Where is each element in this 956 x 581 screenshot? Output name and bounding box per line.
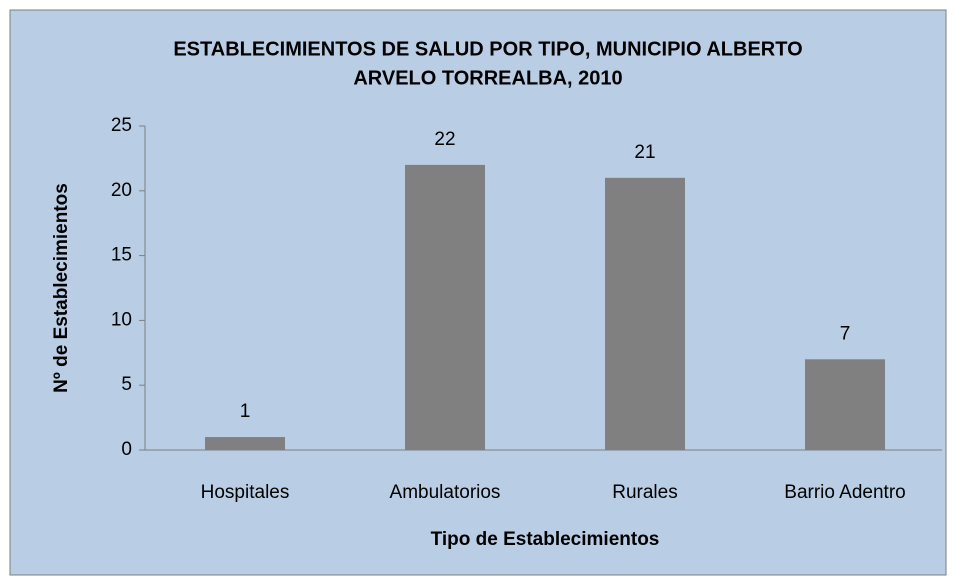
bar	[605, 177, 685, 450]
chart-title: ARVELO TORREALBA, 2010	[353, 67, 622, 89]
data-label: 22	[434, 129, 455, 150]
bar	[205, 437, 285, 450]
data-label: 7	[840, 323, 851, 344]
data-label: 1	[240, 401, 251, 422]
y-tick-label: 10	[111, 309, 132, 330]
y-tick-label: 5	[121, 374, 132, 395]
y-tick-label: 25	[111, 115, 132, 136]
x-tick-label: Barrio Adentro	[784, 482, 905, 503]
data-label: 21	[634, 142, 655, 163]
y-axis-title: Nº de Establecimientos	[51, 183, 72, 393]
chart-title: ESTABLECIMIENTOS DE SALUD POR TIPO, MUNI…	[173, 38, 802, 60]
x-tick-label: Rurales	[612, 482, 677, 503]
x-tick-label: Hospitales	[201, 482, 290, 503]
bar	[805, 359, 885, 450]
y-tick-label: 15	[111, 245, 132, 266]
x-tick-label: Ambulatorios	[390, 482, 501, 503]
bar	[405, 164, 485, 450]
x-axis-title: Tipo de Establecimientos	[431, 529, 660, 550]
y-tick-label: 0	[121, 439, 132, 460]
y-tick-label: 20	[111, 180, 132, 201]
